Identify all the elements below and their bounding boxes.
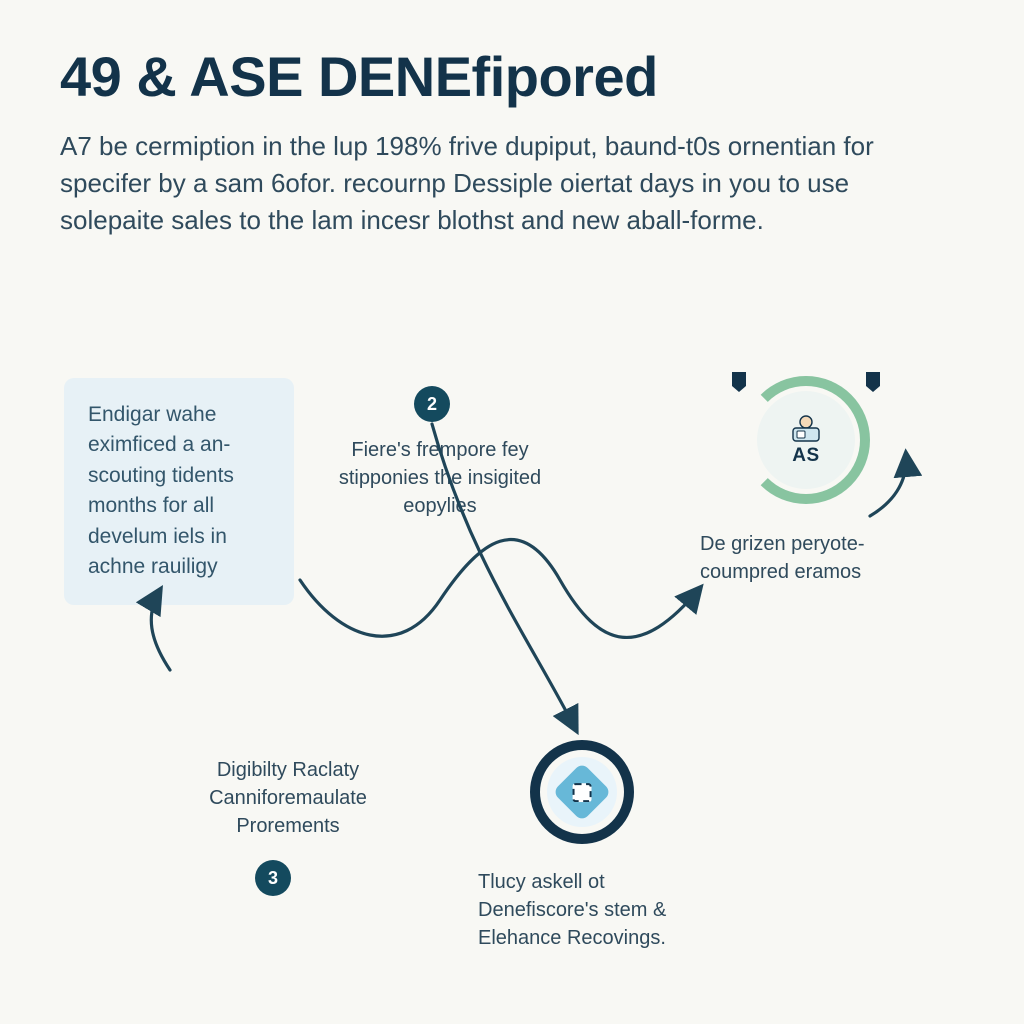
step-1-text: Endigar wahe eximficed a an-scouting tid…: [88, 403, 234, 578]
person-icon: [784, 413, 828, 443]
connector-path: [300, 540, 700, 638]
intro-paragraph: A7 be cermiption in the lup 198% frive d…: [60, 128, 960, 239]
as-badge-inner: AS: [757, 391, 855, 489]
as-caption: De grizen peryote-coumpred eramos: [700, 530, 930, 586]
flag-right-icon: [866, 372, 880, 392]
as-badge-label: AS: [792, 445, 819, 467]
step-2-badge: 2: [414, 386, 450, 422]
step-3-label: Digibilty Raclaty Canniforemaulate Prore…: [178, 756, 398, 840]
as-badge: AS: [742, 376, 870, 504]
diamond-icon: [552, 762, 611, 821]
infographic-canvas: 49 & ASE DENEfipored A7 be cermiption in…: [0, 0, 1024, 1024]
flag-left-icon: [732, 372, 746, 392]
step-1-card: Endigar wahe eximficed a an-scouting tid…: [64, 378, 294, 605]
step-2-number: 2: [427, 394, 437, 415]
cube-icon: [573, 783, 592, 802]
page-title: 49 & ASE DENEfipored: [60, 44, 658, 109]
step-3-number: 3: [268, 868, 278, 889]
step-2-label: Fiere's frempore fey stipponies the insi…: [330, 436, 550, 520]
ring-caption: Tlucy askell ot Denefiscore's stem & Ele…: [478, 868, 718, 952]
ring-icon-mid: [547, 757, 617, 827]
step-3-badge: 3: [255, 860, 291, 896]
ring-icon: [530, 740, 634, 844]
connector-path: [870, 454, 906, 516]
